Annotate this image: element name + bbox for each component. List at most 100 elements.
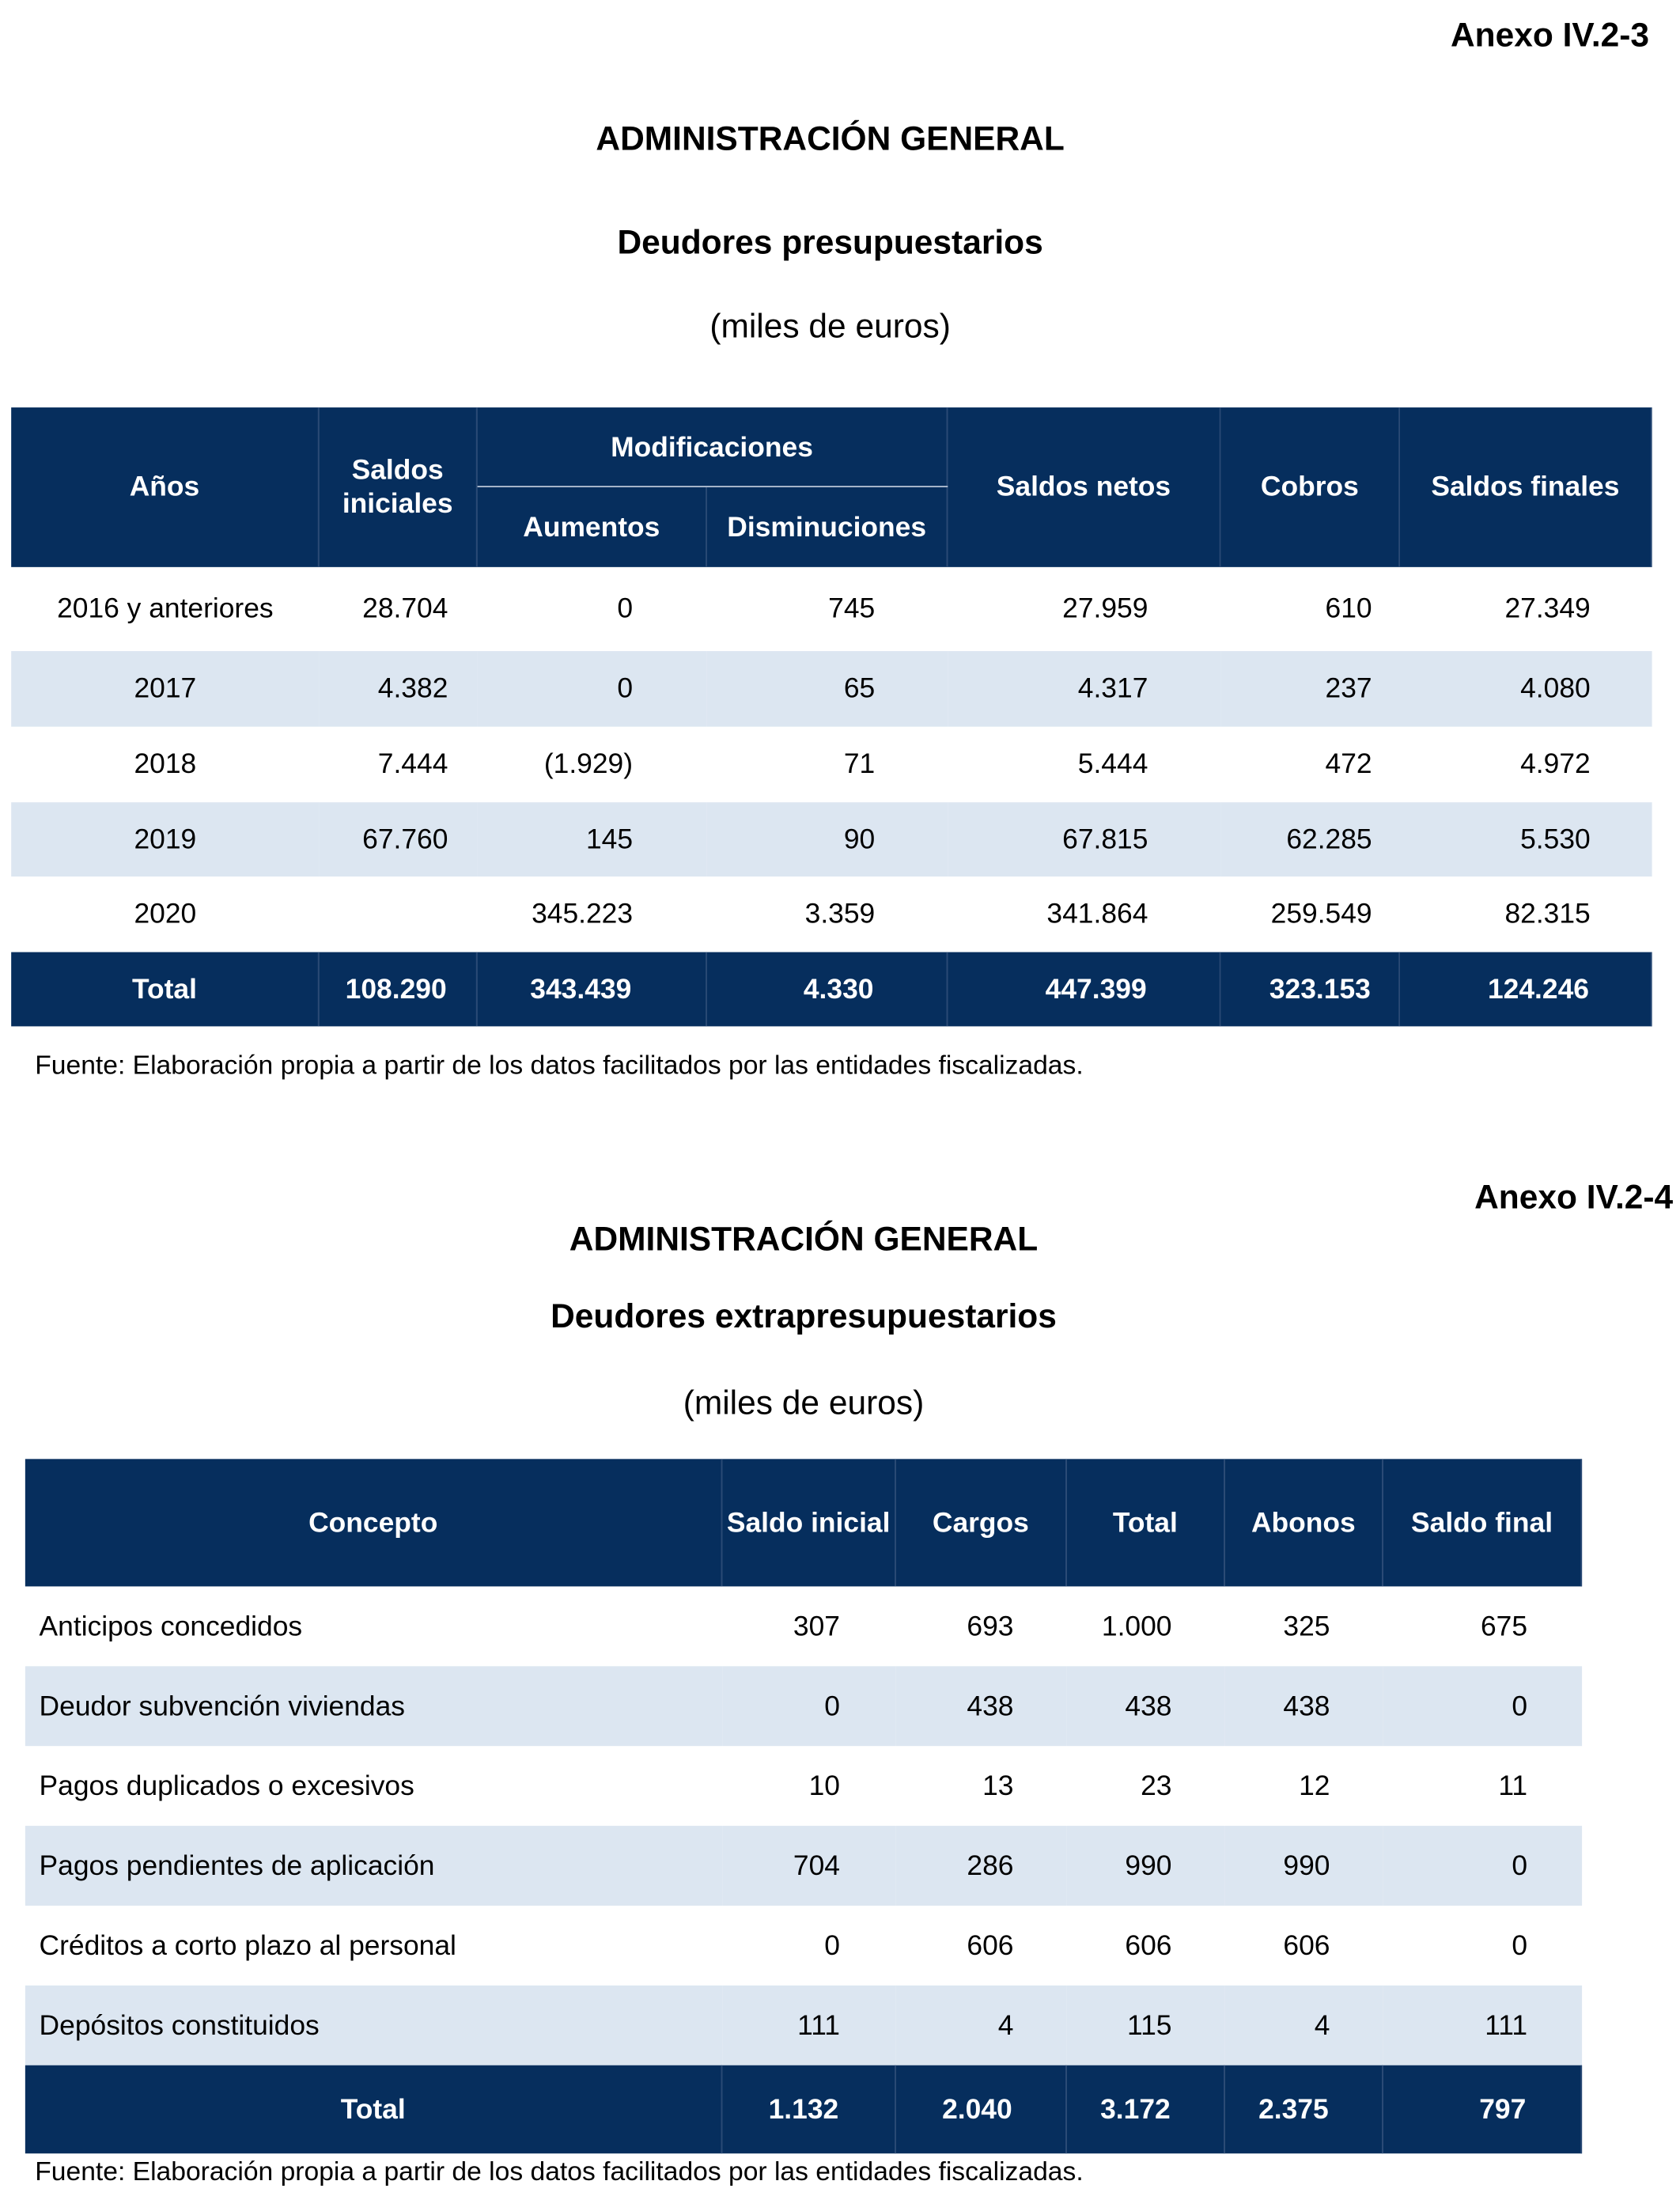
value-cell: 111 — [1383, 1985, 1583, 2065]
value-cell: 0 — [477, 651, 707, 727]
row-label: 2020 — [134, 899, 197, 930]
value-cell: 438 — [1224, 1666, 1383, 1747]
section-title: ADMINISTRACIÓN GENERAL — [569, 1221, 1039, 1259]
total-value: 108.290 — [319, 952, 478, 1027]
section-title: ADMINISTRACIÓN GENERAL — [596, 120, 1065, 159]
value-cell: 11 — [1498, 1770, 1528, 1802]
total-value: 1.132 — [722, 2065, 896, 2154]
row-label: Pagos pendientes de aplicación — [25, 1826, 723, 1906]
value-cell: 62.285 — [1220, 802, 1400, 877]
row-label: Créditos a corto plazo al personal — [39, 1929, 456, 1961]
value-cell: 610 — [1325, 593, 1372, 625]
value-cell: 115 — [1066, 1985, 1225, 2065]
value-cell: 0 — [824, 1929, 840, 1961]
value-cell: 0 — [1383, 1666, 1583, 1747]
row-label: 2016 y anteriores — [57, 593, 274, 625]
value-cell: 237 — [1220, 651, 1400, 727]
value-cell: 28.704 — [362, 593, 448, 625]
total-value: 323.153 — [1220, 952, 1400, 1027]
total-value: 343.439 — [477, 952, 707, 1027]
value-cell: 745 — [828, 593, 876, 625]
value-cell: 606 — [1125, 1929, 1172, 1961]
value-cell: 65 — [706, 651, 948, 727]
total-value: 2.375 — [1224, 2065, 1383, 2154]
source-note: Fuente: Elaboración propia a partir de l… — [35, 2157, 1084, 2187]
value-cell: 27.959 — [1062, 593, 1148, 625]
value-cell: 325 — [1283, 1611, 1330, 1642]
row-label: Deudor subvención viviendas — [25, 1666, 723, 1747]
annex-label: Anexo IV.2-4 — [1474, 1179, 1674, 1217]
header-cell: Abonos — [1224, 1459, 1383, 1587]
value-cell: 704 — [722, 1826, 896, 1906]
value-cell: 4 — [895, 1985, 1067, 2065]
value-cell: 472 — [1325, 748, 1372, 780]
header-cell: Aumentos — [477, 487, 707, 567]
value-cell: 0 — [722, 1666, 896, 1747]
header-cell: Cobros — [1220, 407, 1400, 567]
table-title: Deudores presupuestarios — [617, 224, 1043, 262]
source-note: Fuente: Elaboración propia a partir de l… — [35, 1051, 1084, 1081]
value-cell: 0 — [1512, 1929, 1528, 1961]
value-cell: 145 — [477, 802, 707, 877]
header-cell: Saldos iniciales — [319, 407, 478, 567]
value-cell: 3.359 — [804, 899, 876, 930]
row-label: Depósitos constituidos — [25, 1985, 723, 2065]
units-note: (miles de euros) — [683, 1384, 925, 1423]
value-cell: 67.815 — [948, 802, 1221, 877]
header-cell: Saldos netos — [948, 407, 1221, 567]
row-label: 2017 — [11, 651, 320, 727]
row-label: Anticipos concedidos — [39, 1611, 303, 1642]
value-cell: 10 — [808, 1770, 840, 1802]
value-cell — [320, 877, 478, 952]
value-cell: 12 — [1299, 1770, 1330, 1802]
value-cell: 0 — [1383, 1826, 1583, 1906]
value-cell: 23 — [1141, 1770, 1172, 1802]
header-cell: Cargos — [895, 1459, 1067, 1587]
value-cell: 4.972 — [1520, 748, 1591, 780]
header-cell: Saldo inicial — [722, 1459, 896, 1587]
total-value: 2.040 — [895, 2065, 1067, 2154]
value-cell: 345.223 — [532, 899, 634, 930]
value-cell: 259.549 — [1270, 899, 1372, 930]
value-cell: 990 — [1224, 1826, 1383, 1906]
header-cell: Saldo final — [1383, 1459, 1583, 1587]
header-cell: Disminuciones — [706, 487, 948, 567]
value-cell: 675 — [1480, 1611, 1528, 1642]
total-value: 797 — [1383, 2065, 1583, 2154]
value-cell: 341.864 — [1046, 899, 1148, 930]
value-cell: 82.315 — [1504, 899, 1591, 930]
value-cell: 5.444 — [1077, 748, 1148, 780]
value-cell: 286 — [895, 1826, 1067, 1906]
value-cell: 693 — [967, 1611, 1014, 1642]
total-label: Total — [25, 2065, 723, 2154]
value-cell: (1.929) — [543, 748, 634, 780]
value-cell: 67.760 — [319, 802, 478, 877]
annex-label: Anexo IV.2-3 — [1450, 17, 1650, 55]
total-value: 124.246 — [1400, 952, 1652, 1027]
value-cell: 7.444 — [377, 748, 448, 780]
value-cell: 990 — [1066, 1826, 1225, 1906]
value-cell: 4.382 — [319, 651, 478, 727]
value-cell: 606 — [967, 1929, 1014, 1961]
header-cell: Años — [11, 407, 320, 567]
value-cell: 5.530 — [1400, 802, 1652, 877]
value-cell: 606 — [1283, 1929, 1330, 1961]
units-note: (miles de euros) — [709, 308, 951, 346]
row-label: 2018 — [134, 748, 197, 780]
value-cell: 438 — [895, 1666, 1067, 1747]
total-value: 4.330 — [706, 952, 948, 1027]
value-cell: 27.349 — [1504, 593, 1591, 625]
value-cell: 0 — [617, 593, 634, 625]
value-cell: 4.317 — [948, 651, 1221, 727]
header-cell: Modificaciones — [477, 407, 948, 487]
total-label: Total — [11, 952, 320, 1027]
header-cell: Total — [1066, 1459, 1225, 1587]
header-cell: Saldos finales — [1400, 407, 1652, 567]
value-cell: 111 — [722, 1985, 896, 2065]
value-cell: 90 — [706, 802, 948, 877]
value-cell: 4 — [1224, 1985, 1383, 2065]
header-cell: Concepto — [25, 1459, 723, 1587]
value-cell: 1.000 — [1101, 1611, 1172, 1642]
total-value: 447.399 — [948, 952, 1221, 1027]
